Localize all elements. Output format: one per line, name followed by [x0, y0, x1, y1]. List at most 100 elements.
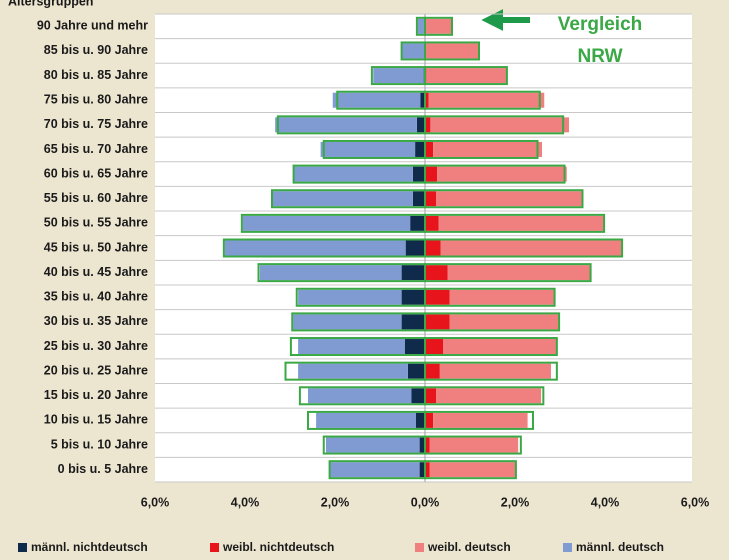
comparison-bar: [424, 41, 480, 61]
bar-segment: [425, 412, 434, 428]
comparison-bar: [424, 361, 558, 381]
bar-segment: [436, 191, 582, 207]
comparison-bar: [424, 115, 565, 135]
comparison-bar: [424, 139, 539, 159]
legend-label: männl. deutsch: [576, 540, 664, 554]
category-label: 5 bis u. 10 Jahre: [51, 437, 148, 451]
bar-segment: [416, 412, 425, 428]
x-tick-label: 6,0%: [141, 495, 170, 509]
comparison-bar: [424, 16, 453, 36]
bar-segment: [242, 215, 411, 231]
comparison-bar: [424, 312, 561, 332]
bar-segment: [412, 166, 425, 182]
legend-swatch: [18, 543, 27, 552]
category-label: 90 Jahre und mehr: [37, 19, 148, 33]
category-label: 25 bis u. 30 Jahre: [44, 339, 148, 353]
legend-label: weibl. deutsch: [427, 540, 511, 554]
legend-label: weibl. nichtdeutsch: [222, 540, 334, 554]
legend-label: männl. nichtdeutsch: [31, 540, 148, 554]
x-tick-label: 0,0%: [411, 495, 440, 509]
bar-segment: [332, 92, 421, 108]
bar-segment: [405, 240, 425, 256]
bar-segment: [275, 117, 417, 133]
bar-segment: [433, 141, 542, 157]
bar-segment: [425, 141, 434, 157]
x-tick-label: 2,0%: [501, 495, 530, 509]
category-label: 70 bis u. 75 Jahre: [44, 117, 148, 131]
annotation: NRW: [577, 46, 622, 67]
bar-segment: [420, 92, 425, 108]
comparison-bar: [424, 213, 606, 233]
bar-segment: [447, 265, 591, 281]
bar-segment: [298, 289, 402, 305]
bar-segment: [411, 388, 425, 404]
bar-segment: [330, 462, 420, 478]
bar-segment: [320, 141, 416, 157]
bar-segment: [298, 363, 408, 379]
bar-segment: [425, 43, 479, 59]
bar-segment: [429, 462, 515, 478]
bar-segment: [401, 265, 425, 281]
bar-segment: [404, 339, 425, 355]
annotation: Vergleich: [558, 14, 643, 35]
category-label: 55 bis u. 60 Jahre: [44, 191, 148, 205]
comparison-bar: [424, 460, 517, 480]
bar-segment: [425, 339, 443, 355]
bar-segment: [428, 92, 545, 108]
bar-segment: [373, 68, 424, 84]
bar-segment: [294, 166, 413, 182]
bar-segment: [417, 18, 425, 34]
bar-segment: [439, 363, 551, 379]
bar-segment: [443, 339, 557, 355]
bar-segment: [425, 314, 450, 330]
bar-segment: [402, 43, 425, 59]
category-label: 30 bis u. 35 Jahre: [44, 314, 148, 328]
comparison-bar: [424, 90, 541, 110]
x-tick-label: 6,0%: [681, 495, 710, 509]
bar-segment: [415, 141, 425, 157]
comparison-bar: [424, 287, 556, 307]
bar-segment: [429, 437, 519, 453]
bar-segment: [426, 68, 506, 84]
bar-segment: [401, 314, 425, 330]
bar-segment: [433, 412, 528, 428]
bar-segment: [430, 117, 569, 133]
bar-segment: [425, 18, 452, 34]
category-label: 85 bis u. 90 Jahre: [44, 43, 148, 57]
legend-swatch: [563, 543, 572, 552]
category-label: 35 bis u. 40 Jahre: [44, 290, 148, 304]
comparison-bar: [424, 66, 508, 86]
bar-segment: [425, 117, 431, 133]
comparison-bar: [424, 337, 558, 357]
category-label: 15 bis u. 20 Jahre: [44, 388, 148, 402]
bar-segment: [425, 191, 437, 207]
bar-segment: [407, 363, 425, 379]
bar-segment: [449, 314, 559, 330]
bar-segment: [425, 388, 437, 404]
bar-segment: [440, 240, 623, 256]
category-label: 60 bis u. 65 Jahre: [44, 166, 148, 180]
category-label: 80 bis u. 85 Jahre: [44, 68, 148, 82]
x-tick-label: 4,0%: [231, 495, 260, 509]
comparison-bar: [424, 386, 545, 406]
comparison-bar: [424, 164, 566, 184]
category-label: 65 bis u. 70 Jahre: [44, 142, 148, 156]
bar-segment: [425, 265, 448, 281]
comparison-bar: [424, 435, 522, 455]
bar-segment: [401, 289, 425, 305]
bar-segment: [224, 240, 406, 256]
category-label: 50 bis u. 55 Jahre: [44, 216, 148, 230]
x-tick-label: 4,0%: [591, 495, 620, 509]
bar-segment: [293, 314, 402, 330]
bar-segment: [425, 92, 429, 108]
bar-segment: [437, 166, 567, 182]
bar-segment: [326, 437, 420, 453]
bar-segment: [425, 240, 441, 256]
legend-swatch: [210, 543, 219, 552]
bar-segment: [425, 166, 438, 182]
y-axis-label: Altersgruppen: [8, 0, 93, 8]
bar-segment: [298, 339, 405, 355]
comparison-bar: [424, 189, 584, 209]
bar-segment: [416, 117, 425, 133]
